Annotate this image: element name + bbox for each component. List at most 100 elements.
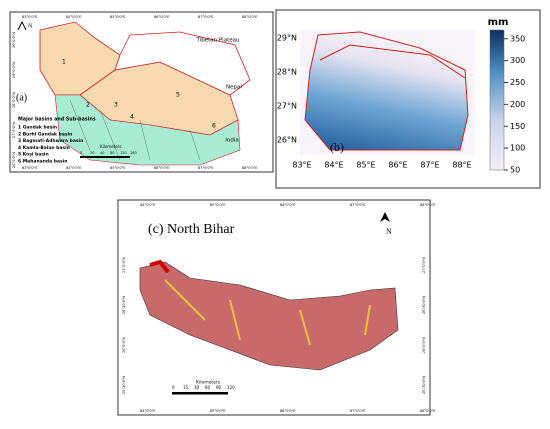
colorbar-label: 50 (510, 166, 520, 175)
lat-label: 27°0'0"N (122, 257, 126, 273)
lon-label: 85°0'0"E (210, 409, 225, 413)
lat-label: 26°N (277, 136, 297, 145)
lon-label: 83°E (292, 161, 311, 170)
scale-tick: 120 (120, 151, 127, 155)
highlight (149, 259, 170, 274)
panel-label: (b) (330, 140, 344, 154)
legend-item: 2 Burhi Gandak basin (18, 131, 72, 137)
rainfall-field (304, 31, 469, 151)
basin-number: 5 (176, 92, 180, 99)
north-arrow-c (380, 212, 390, 222)
basin-number: 2 (86, 102, 90, 109)
lon-label: 84°0'0"E (140, 203, 155, 207)
scale-title: Kilometers (196, 380, 221, 386)
basin-outline (319, 44, 466, 79)
lat-label: 28°0'0"N (12, 92, 16, 108)
lon-label: 87°E (420, 161, 439, 170)
colorbar-label: 250 (510, 78, 525, 87)
lon-label: 87°0'0"E (350, 409, 365, 413)
lon-label: 83°0'0"E (22, 15, 37, 19)
scale-tick: 30 (194, 385, 200, 390)
lon-label: 87°0'0"E (198, 166, 213, 170)
legend-title: Major basins and Sub-basins (18, 117, 96, 123)
lon-label: 88°0'0"E (242, 15, 257, 19)
place-label: Tibetan Plateau (196, 38, 240, 44)
legend-item: 3 Bagmati-Adhwara basin (18, 138, 83, 144)
north-label: N (386, 227, 392, 236)
colorbar-label: 150 (510, 122, 525, 131)
north-label: N (28, 23, 33, 29)
lon-label: 83°0'0"E (22, 166, 37, 170)
lat-label: 27°0'0"N (12, 122, 16, 138)
scale-tick: 15 (183, 385, 189, 390)
lon-label: 88°0'0"E (420, 409, 435, 413)
lon-label: 86°0'0"E (280, 203, 295, 207)
panel-title: (c) North Bihar (148, 222, 235, 237)
rivers-c (164, 279, 371, 346)
lon-label: 84°0'0"E (140, 409, 155, 413)
lat-label: 29°0'0"N (12, 62, 16, 78)
lon-label: 88°0'0"E (420, 203, 435, 207)
legend-item: 1 Gandak basin (18, 125, 57, 131)
scale-tick: 120 (227, 385, 235, 390)
lon-label: 86°0'0"E (154, 15, 169, 19)
scale-tick: 80 (110, 151, 114, 155)
lat-label: 27°0'0"N (422, 257, 426, 273)
basin-number: 1 (62, 59, 66, 66)
lon-label: 88°E (452, 161, 471, 170)
lat-label: 26°30'0"N (422, 296, 426, 314)
scale-bar (80, 156, 130, 158)
place-label: India (225, 138, 239, 144)
scale-tick: 60 (205, 385, 211, 390)
lon-label: 86°0'0"E (280, 409, 295, 413)
lon-label: 84°0'0"E (66, 15, 81, 19)
tibet-area (114, 31, 251, 96)
scale-title: Kilometers (100, 144, 121, 149)
scale-tick: 0 (172, 385, 175, 390)
place-label: Nepal (226, 85, 242, 91)
lon-label: 85°0'0"E (110, 15, 125, 19)
lon-label: 87°0'0"E (350, 203, 365, 207)
basin-number: 4 (130, 114, 134, 121)
legend-item: 6 Mahananda basin (18, 159, 67, 165)
lat-label: 27°N (277, 102, 297, 111)
lon-label: 88°0'0"E (242, 166, 257, 170)
panel-label: (a) (16, 92, 27, 103)
legend-item: 5 Kosi basin (18, 152, 49, 158)
lon-label: 85°0'0"E (110, 166, 125, 170)
north-bihar-map (139, 261, 399, 371)
north-arrow (17, 20, 27, 31)
scale-tick: 0 (80, 151, 82, 155)
lat-label: 26°30'0"N (122, 296, 126, 314)
unit-label: mm (488, 17, 509, 28)
lon-label: 87°0'0"E (198, 15, 213, 19)
scale-tick: 90 (216, 385, 222, 390)
rivers (69, 99, 201, 161)
scale-tick: 160 (130, 151, 137, 155)
colorbar-label: 100 (510, 144, 525, 153)
lat-label: 29°N (277, 34, 297, 43)
colorbar (489, 29, 505, 171)
scale-bar (172, 392, 228, 395)
scale-tick: 20 (90, 151, 94, 155)
lon-label: 84°E (324, 161, 343, 170)
lat-label: 30°0'0"N (12, 32, 16, 48)
lat-label: 26°0'0"N (12, 152, 16, 168)
colorbar-label: 200 (510, 100, 525, 109)
colorbar-label: 300 (510, 56, 525, 65)
basin-number: 3 (114, 102, 118, 109)
legend-item: 4 Kamla-Balan basin (18, 145, 70, 151)
lon-label: 84°0'0"E (66, 166, 81, 170)
lat-label: 26°0'0"N (422, 337, 426, 353)
colorbar-label: 350 (510, 34, 525, 43)
lat-label: 26°0'0"N (122, 337, 126, 353)
lat-label: 28°N (277, 68, 297, 77)
scale-tick: 40 (100, 151, 104, 155)
lon-label: 85°E (356, 161, 375, 170)
basin-number: 6 (212, 123, 216, 130)
lon-label: 86°0'0"E (154, 166, 169, 170)
lon-label: 86°E (388, 161, 407, 170)
lat-label: 25°30'0"N (422, 376, 426, 394)
lon-label: 85°0'0"E (210, 203, 225, 207)
